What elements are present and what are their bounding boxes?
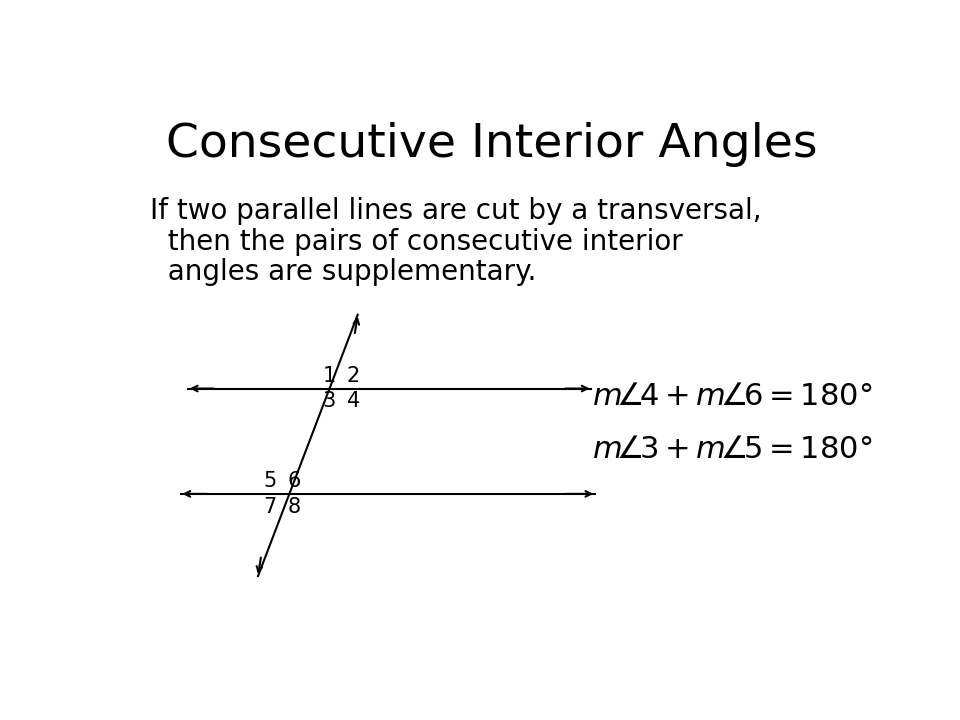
Text: then the pairs of consecutive interior: then the pairs of consecutive interior (150, 228, 683, 256)
Text: 3: 3 (323, 391, 336, 411)
Text: 4: 4 (347, 391, 360, 411)
Text: $m\!\angle\!4 + m\!\angle\!6 = 180°$: $m\!\angle\!4 + m\!\angle\!6 = 180°$ (592, 382, 873, 411)
Text: 2: 2 (347, 366, 360, 386)
Text: 8: 8 (287, 497, 300, 517)
Text: 5: 5 (263, 471, 276, 491)
Text: If two parallel lines are cut by a transversal,: If two parallel lines are cut by a trans… (150, 197, 761, 225)
Text: 1: 1 (323, 366, 336, 386)
Text: 6: 6 (287, 471, 300, 491)
Text: angles are supplementary.: angles are supplementary. (150, 258, 536, 287)
Text: $m\!\angle\!3 + m\!\angle\!5 = 180°$: $m\!\angle\!3 + m\!\angle\!5 = 180°$ (592, 435, 873, 464)
Text: 7: 7 (263, 497, 276, 517)
Text: Consecutive Interior Angles: Consecutive Interior Angles (166, 122, 818, 168)
